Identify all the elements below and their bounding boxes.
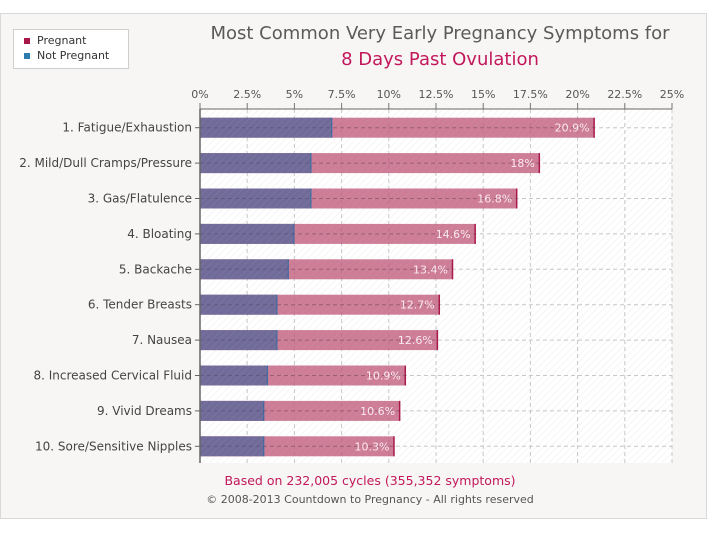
legend-label: Pregnant [37, 34, 87, 47]
chart-title: Most Common Very Early Pregnancy Symptom… [210, 23, 670, 44]
data-label: 12.7% [400, 299, 435, 312]
bar-texture [200, 259, 453, 280]
x-tick-label: 20% [565, 88, 589, 101]
category-label: 6. Tender Breasts [88, 298, 192, 312]
data-label: 10.3% [355, 440, 390, 453]
square-marker-icon [24, 37, 30, 44]
data-label: 13.4% [413, 263, 448, 276]
bar-texture [200, 365, 406, 386]
category-label: 8. Increased Cervical Fluid [33, 369, 192, 383]
data-label: 14.6% [436, 228, 471, 241]
legend-label: Not Pregnant [37, 49, 110, 62]
category-label: 2. Mild/Dull Cramps/Pressure [19, 156, 192, 170]
copyright-notice: © 2008-2013 Countdown to Pregnancy - All… [206, 493, 534, 506]
data-label: 18% [510, 157, 534, 170]
x-tick-label: 25% [660, 88, 684, 101]
category-label: 1. Fatigue/Exhaustion [62, 121, 192, 135]
square-marker-icon [24, 52, 30, 59]
chart-subtitle: 8 Days Past Ovulation [341, 49, 539, 70]
x-tick-label: 22.5% [607, 88, 642, 101]
x-tick-label: 15% [471, 88, 495, 101]
category-label: 7. Nausea [132, 333, 192, 347]
data-label: 20.9% [555, 122, 590, 135]
x-tick-label: 10% [377, 88, 401, 101]
category-label: 10. Sore/Sensitive Nipples [35, 439, 192, 453]
bar-texture [200, 400, 401, 421]
category-label: 9. Vivid Dreams [97, 404, 192, 418]
bar-texture [200, 153, 540, 174]
chart-legend: Pregnant Not Pregnant [13, 29, 129, 69]
bar-texture [200, 330, 438, 351]
legend-item-pregnant: Pregnant [24, 33, 128, 48]
sample-size-note: Based on 232,005 cycles (355,352 symptom… [224, 473, 516, 488]
category-label: 4. Bloating [127, 227, 192, 241]
x-tick-label: 17.5% [513, 88, 548, 101]
data-label: 10.9% [366, 370, 401, 383]
bar-texture [200, 223, 476, 244]
data-label: 10.6% [360, 405, 395, 418]
data-label: 16.8% [477, 193, 512, 206]
category-label: 5. Backache [119, 262, 192, 276]
x-tick-label: 7.5% [328, 88, 356, 101]
x-tick-label: 5% [286, 88, 303, 101]
data-label: 12.6% [398, 334, 433, 347]
x-tick-label: 12.5% [419, 88, 454, 101]
legend-item-not-pregnant: Not Pregnant [24, 48, 128, 63]
category-label: 3. Gas/Flatulence [88, 192, 192, 206]
bar-texture [200, 117, 595, 138]
bar-texture [200, 294, 440, 315]
bar-texture [200, 436, 395, 457]
x-tick-label: 0% [191, 88, 208, 101]
x-tick-label: 2.5% [233, 88, 261, 101]
bar-texture [200, 188, 518, 209]
